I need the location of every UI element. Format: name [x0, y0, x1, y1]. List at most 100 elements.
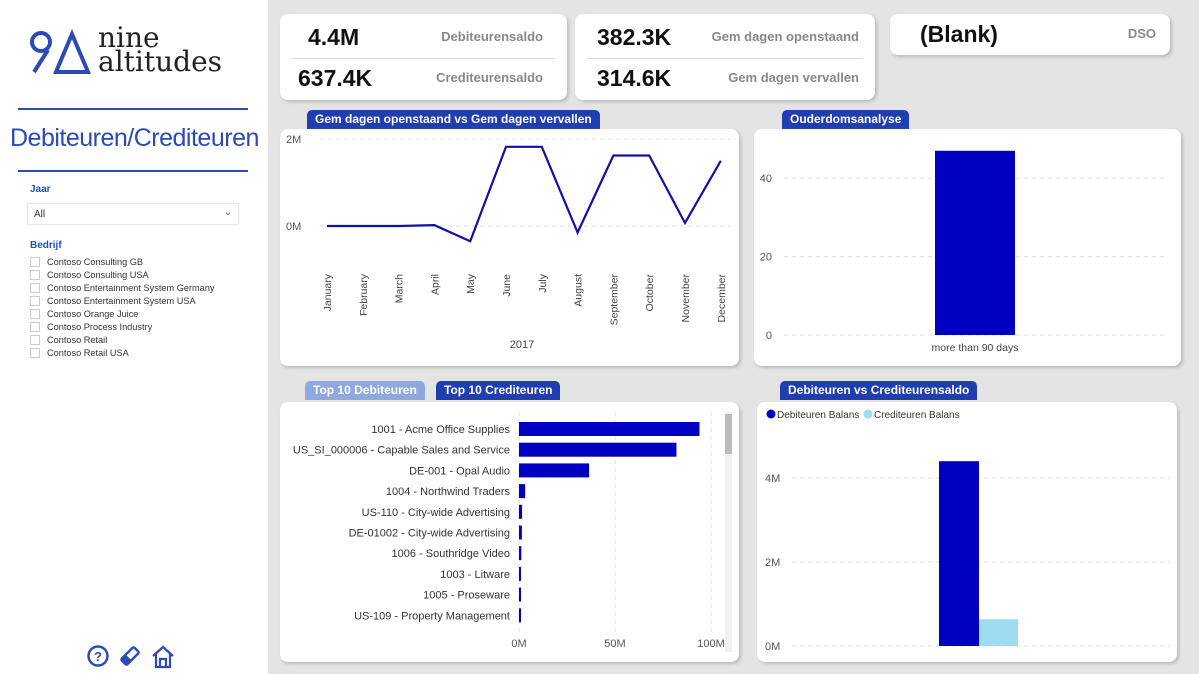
x-tick-label: February: [358, 273, 370, 316]
scrollbar-thumb: [725, 414, 732, 454]
kpi-card-days: 382.3K Gem dagen openstaand 314.6K Gem d…: [575, 14, 875, 100]
checkbox[interactable]: [30, 321, 40, 332]
x-tick-label: 0M: [511, 638, 526, 650]
checkbox[interactable]: [30, 295, 40, 306]
y-tick-label: 2M: [286, 134, 301, 146]
logo: nine altitudes: [28, 21, 248, 88]
y-tick-label: 0: [766, 330, 772, 342]
y-tick-label: 1003 - Litware: [440, 569, 510, 581]
line-chart-card: 0M 2M January February March April May June July…: [280, 129, 739, 366]
bar: [519, 566, 521, 581]
eraser-icon[interactable]: [118, 644, 142, 668]
overdue-days-value: 314.6K: [597, 65, 672, 91]
y-tick-label: US-110 - City-wide Advertising: [362, 507, 510, 519]
x-tick-label: August: [573, 274, 585, 307]
line-series: [327, 145, 722, 243]
company-option-label: Contoso Consulting GB: [47, 256, 144, 267]
logo-mark-icon: [30, 28, 92, 74]
company-option[interactable]: Contoso Entertainment System Germany: [30, 281, 215, 294]
company-option[interactable]: Contoso Retail USA: [30, 346, 215, 359]
legend-marker: [766, 409, 776, 419]
company-option[interactable]: Contoso Process Industry: [30, 320, 215, 333]
y-tick-label: 1005 - Proseware: [423, 590, 510, 602]
bar: [519, 525, 522, 540]
logo-text: altitudes: [98, 45, 223, 78]
year-label: Jaar: [30, 184, 51, 195]
scrollbar-track: [725, 412, 732, 652]
company-label: Bedrijf: [30, 240, 62, 251]
y-tick-label: 40: [760, 173, 772, 185]
line-chart-title: Gem dagen openstaand vs Gem dagen verval…: [307, 110, 600, 129]
dso-label: DSO: [1127, 26, 1156, 41]
bar: [519, 484, 526, 499]
kpi-card-dso: (Blank) DSO: [890, 14, 1170, 55]
bar: [519, 587, 521, 602]
company-option[interactable]: Contoso Entertainment System USA: [30, 294, 215, 307]
home-icon[interactable]: [150, 644, 176, 670]
bar: [519, 504, 523, 519]
kpi-card-balances: 4.4M Debiteurensaldo 637.4K Crediteurens…: [280, 14, 567, 100]
y-tick-label: US_SI_000006 - Capable Sales and Service: [293, 445, 510, 457]
svg-text:?: ?: [94, 649, 102, 664]
company-option-label: Contoso Entertainment System USA: [47, 295, 196, 306]
y-tick-label: 1004 - Northwind Traders: [386, 486, 511, 498]
tab-top10-crediteuren[interactable]: Top 10 Crediteuren: [436, 381, 561, 400]
y-tick-label: 0M: [765, 641, 780, 653]
overdue-days-label: Gem dagen vervallen: [728, 70, 859, 85]
credit-balance-value: 637.4K: [298, 65, 373, 91]
x-tick-label: May: [465, 273, 477, 294]
x-tick-label: June: [501, 274, 513, 297]
checkbox[interactable]: [30, 334, 40, 345]
dso-value: (Blank): [920, 21, 998, 47]
legend-marker: [863, 409, 873, 419]
company-option[interactable]: Contoso Consulting USA: [30, 268, 215, 281]
bar-debiteuren: [939, 461, 979, 646]
company-option[interactable]: Contoso Retail: [30, 333, 215, 346]
company-option[interactable]: Contoso Orange Juice: [30, 307, 215, 320]
credit-balance-label: Crediteurensaldo: [436, 70, 543, 85]
x-tick-label: March: [394, 274, 406, 303]
tab-top10-debiteuren[interactable]: Top 10 Debiteuren: [305, 381, 425, 400]
y-tick-label: DE-01002 - City-wide Advertising: [349, 528, 510, 540]
help-icon[interactable]: ?: [86, 644, 110, 668]
y-tick-label: 0M: [286, 221, 301, 233]
y-tick-label: DE-001 - Opal Audio: [409, 465, 510, 477]
balance-chart-title: Debiteuren vs Crediteurensaldo: [780, 381, 978, 400]
checkbox[interactable]: [30, 269, 40, 280]
company-option[interactable]: Contoso Consulting GB: [30, 255, 215, 268]
company-option-label: Contoso Process Industry: [47, 321, 153, 332]
aging-chart-card: 0 20 40 more than 90 days: [754, 129, 1181, 366]
bar: [935, 150, 1015, 335]
company-option-label: Contoso Consulting USA: [47, 269, 149, 280]
bar: [519, 442, 677, 457]
debit-balance-label: Debiteurensaldo: [441, 29, 543, 44]
checkbox[interactable]: [30, 256, 40, 267]
x-axis-title: 2017: [510, 339, 534, 351]
x-tick-label: July: [537, 273, 549, 292]
year-dropdown[interactable]: All ⌄: [27, 203, 239, 225]
x-tick-label: more than 90 days: [932, 342, 1019, 354]
y-tick-label: 20: [760, 252, 772, 264]
checkbox[interactable]: [30, 347, 40, 358]
aging-chart-title: Ouderdomsanalyse: [782, 110, 910, 129]
checkbox[interactable]: [30, 308, 40, 319]
y-tick-label: 1006 - Southridge Video: [392, 548, 510, 560]
x-tick-label: September: [608, 274, 620, 326]
y-tick-label: US-109 - Property Management: [354, 610, 510, 622]
chevron-down-icon: ⌄: [223, 207, 232, 218]
x-tick-label: 100M: [697, 638, 725, 650]
company-option-label: Contoso Retail USA: [47, 347, 129, 358]
bar: [519, 422, 700, 436]
bar-crediteuren: [979, 619, 1018, 646]
y-tick-label: 4M: [765, 473, 780, 485]
x-tick-label: 50M: [604, 638, 625, 650]
divider: [18, 170, 248, 172]
logo-text: nine: [98, 21, 160, 54]
debit-balance-value: 4.4M: [308, 24, 360, 50]
checkbox[interactable]: [30, 282, 40, 293]
company-list: Contoso Consulting GB Contoso Consulting …: [30, 255, 215, 359]
sidebar: nine altitudes Debiteuren/Crediteuren Jaa…: [0, 0, 268, 674]
bar: [519, 608, 521, 623]
y-tick-label: 1001 - Acme Office Supplies: [371, 424, 510, 436]
x-tick-label: January: [322, 273, 334, 311]
